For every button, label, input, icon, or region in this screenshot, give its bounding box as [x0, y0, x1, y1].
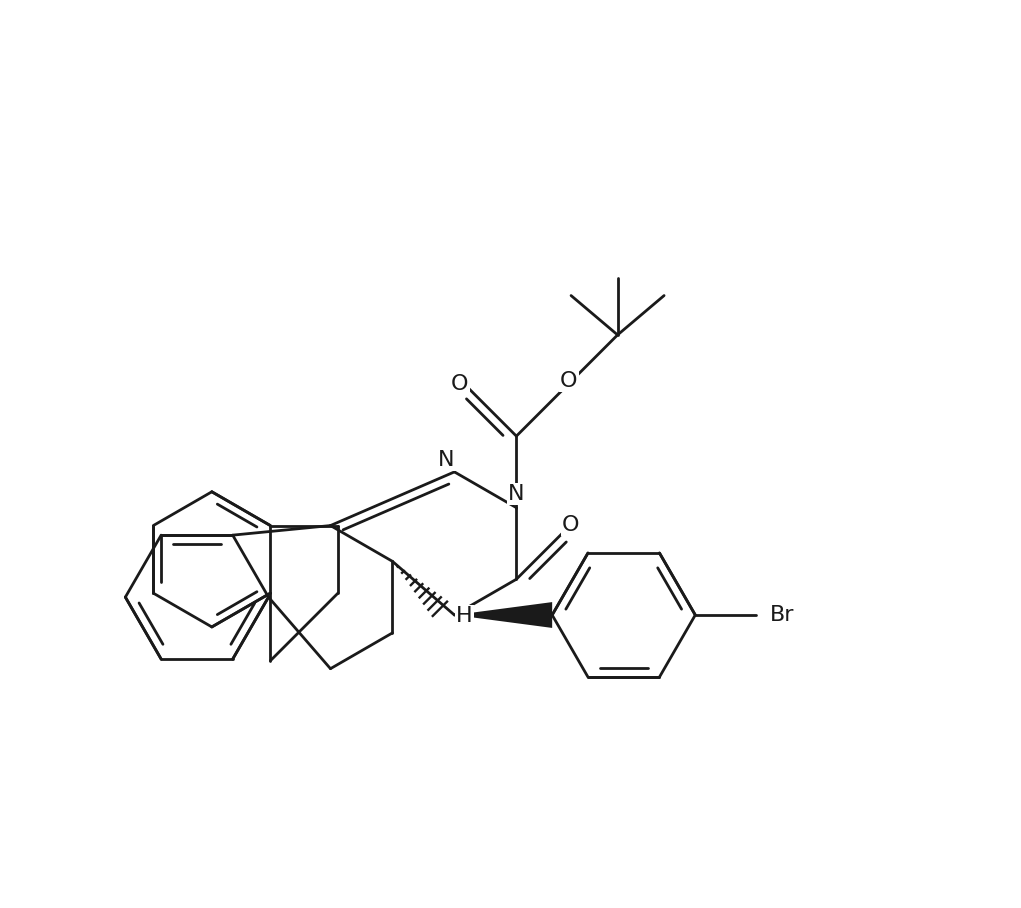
Polygon shape — [454, 602, 552, 628]
Text: Br: Br — [770, 605, 794, 625]
Text: N: N — [438, 450, 454, 470]
Text: O: O — [563, 515, 580, 535]
Text: N: N — [508, 484, 525, 504]
Text: H: H — [456, 607, 473, 627]
Text: O: O — [451, 373, 469, 393]
Text: O: O — [561, 370, 578, 390]
